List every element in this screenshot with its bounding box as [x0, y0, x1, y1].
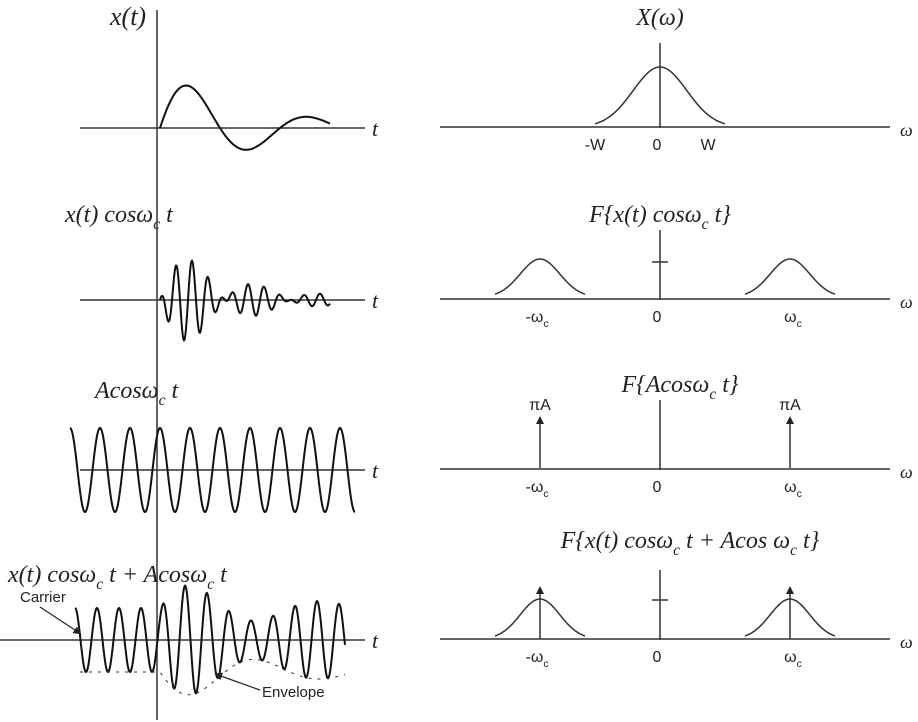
label-part: x(t) — [109, 2, 146, 31]
time-axis-label: t — [372, 628, 379, 653]
annotation-arrow — [218, 675, 260, 690]
label-part: ω — [784, 649, 797, 666]
freq-tick-label: -ωc — [525, 309, 548, 330]
freq-label: X(ω) — [635, 5, 684, 31]
freq-tick-label: W — [700, 137, 716, 154]
freq-label: F{x(t) cosωc t + Acos ωc t} — [560, 528, 820, 559]
label-part: F{x(t) cosω — [588, 202, 702, 228]
freq-tick-label: ωc — [784, 309, 802, 330]
freq-label: F{x(t) cosωc t} — [588, 202, 731, 233]
label-part: t} — [716, 372, 739, 398]
freq-tick-label: -ωc — [525, 649, 548, 670]
label-part: t — [160, 202, 174, 228]
label-part: -ω — [525, 479, 543, 496]
label-part: 0 — [653, 479, 662, 496]
label-part: t — [214, 562, 228, 588]
freq-axis-label: ω — [900, 462, 913, 482]
annotation: Envelope — [262, 684, 325, 701]
label-part: Acosω — [93, 378, 159, 404]
label-part: F{x(t) cosω — [560, 528, 674, 554]
freq-axis-label: ω — [900, 632, 913, 652]
label-part: X(ω) — [635, 5, 684, 31]
subscript: c — [543, 489, 548, 500]
label-part: 0 — [653, 309, 662, 326]
subscript: c — [543, 659, 548, 670]
label-part: t} — [797, 528, 820, 554]
figure: tx(t)ωX(ω)-W0Wtx(t) cosωc tωF{x(t) cosωc… — [0, 0, 918, 722]
label-part: -ω — [525, 309, 543, 326]
freq-tick-label: 0 — [653, 309, 662, 326]
label-part: W — [700, 137, 716, 154]
impulse-label: πA — [779, 397, 801, 414]
freq-tick-label: ωc — [784, 649, 802, 670]
freq-axis-label: ω — [900, 292, 913, 312]
subscript: c — [543, 319, 548, 330]
freq-label: F{Acosωc t} — [620, 372, 738, 403]
impulse-label: πA — [529, 397, 551, 414]
time-axis-label: t — [372, 288, 379, 313]
annotation-arrow — [40, 607, 78, 632]
time-label: Acosωc t — [93, 378, 180, 409]
freq-tick-label: ωc — [784, 479, 802, 500]
label-part: ω — [784, 309, 797, 326]
label-part: x(t) cosω — [7, 562, 96, 588]
annotation: Carrier — [20, 589, 66, 606]
label-part: -ω — [525, 649, 543, 666]
spectrum-bump — [495, 259, 585, 294]
subscript: c — [797, 319, 802, 330]
label-part: x(t) cosω — [64, 202, 153, 228]
signal — [160, 86, 330, 150]
label-part: t — [166, 378, 180, 404]
freq-tick-label: 0 — [653, 479, 662, 496]
label-part: F{Acosω — [620, 372, 709, 398]
label-part: t + Acosω — [103, 562, 207, 588]
label-part: -W — [585, 137, 606, 154]
label-part: 0 — [653, 649, 662, 666]
freq-tick-label: -ωc — [525, 479, 548, 500]
label-part: 0 — [653, 137, 662, 154]
freq-tick-label: -W — [585, 137, 606, 154]
label-part: t + Acos ω — [680, 528, 790, 554]
label-part: ω — [784, 479, 797, 496]
freq-tick-label: 0 — [653, 649, 662, 666]
time-axis-label: t — [372, 458, 379, 483]
subscript: c — [797, 659, 802, 670]
freq-tick-label: 0 — [653, 137, 662, 154]
time-axis-label: t — [372, 116, 379, 141]
time-label: x(t) — [109, 2, 146, 31]
freq-axis-label: ω — [900, 120, 913, 140]
label-part: t} — [709, 202, 732, 228]
spectrum-bump — [745, 259, 835, 294]
subscript: c — [797, 489, 802, 500]
